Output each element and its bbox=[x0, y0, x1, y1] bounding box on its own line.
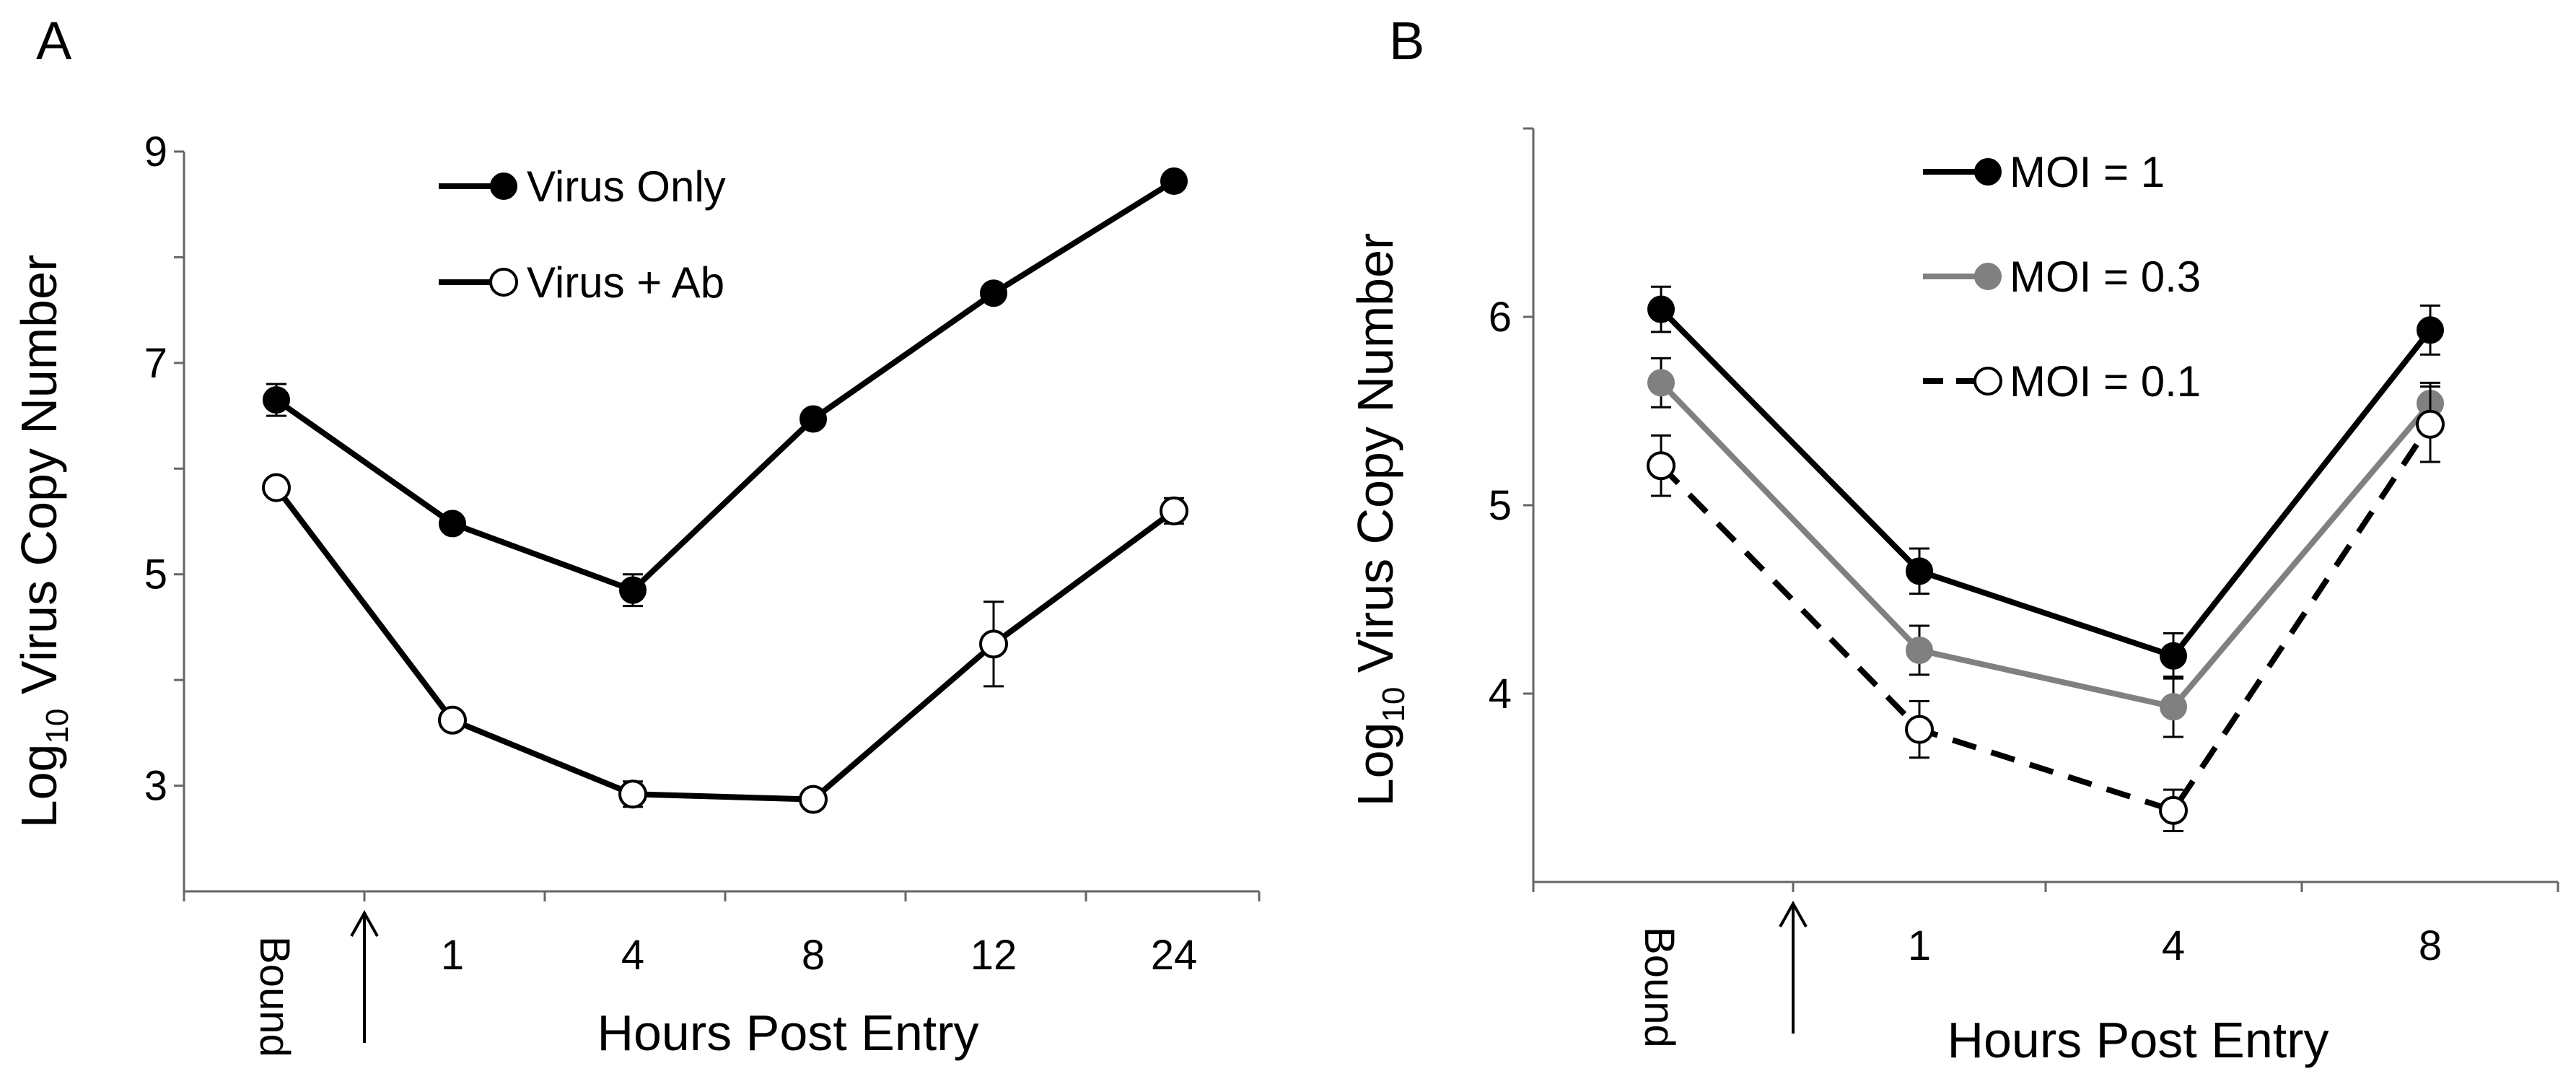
panel-b-x-axis-title: Hours Post Entry bbox=[1947, 1012, 2329, 1068]
panel-a-legend-item: Virus Only bbox=[439, 162, 726, 211]
panel-a-legend-label: Virus Only bbox=[527, 162, 726, 211]
panel-b-marks bbox=[1647, 285, 2445, 833]
panel-b-data-point bbox=[2159, 795, 2188, 825]
panel-b-legend-label: MOI = 0.1 bbox=[2010, 357, 2201, 406]
panel-b-legend-item: MOI = 0.1 bbox=[1923, 357, 2201, 406]
panel-b-data-point bbox=[1906, 636, 1933, 664]
panel-b-series-line bbox=[1659, 422, 2433, 813]
panel-b-data-point bbox=[1906, 557, 1933, 585]
panel-b-legend-marker bbox=[1974, 158, 2002, 185]
panel-a-series bbox=[262, 473, 1188, 814]
panel-b-series-line bbox=[1659, 380, 2433, 710]
panel-a-axes: 3 5 7 9 Bound 1 4 8 12 24 bbox=[144, 128, 1261, 1057]
panel-a-data-point bbox=[799, 405, 827, 433]
panel-a-x-tick-label: 4 bbox=[621, 932, 644, 979]
panel-b-letter: B bbox=[1389, 11, 1424, 71]
panel-b-legend-marker bbox=[1974, 263, 2002, 290]
panel-b-data-point bbox=[1647, 451, 1675, 481]
panel-a-data-point bbox=[438, 705, 467, 735]
panel-b-series bbox=[1647, 385, 2445, 833]
panel-a-y-tick-label: 9 bbox=[144, 128, 167, 175]
panel-b-legend-label: MOI = 0.3 bbox=[2010, 253, 2201, 301]
panel-a-x-tick-label: Bound bbox=[251, 936, 298, 1057]
panel-a-data-point bbox=[439, 510, 466, 538]
panel-a-x-axis-title: Hours Post Entry bbox=[597, 1005, 978, 1061]
panel-a-marks bbox=[262, 167, 1188, 814]
panel-a-x-tick-label: 8 bbox=[802, 932, 825, 979]
panel-a-series-line bbox=[274, 178, 1176, 593]
panel-b-y-axis-title: Log10 Virus Copy Number bbox=[1347, 233, 1411, 807]
panel-a-legend-item: Virus + Ab bbox=[439, 258, 724, 307]
panel-b-series bbox=[1647, 285, 2444, 680]
panel-a-y-axis-title: Log10 Virus Copy Number bbox=[11, 255, 75, 829]
panel-a-data-point bbox=[619, 576, 647, 604]
panel-b-data-point bbox=[2160, 642, 2187, 670]
panel-a-data-point bbox=[980, 279, 1007, 307]
panel-b-data-point bbox=[1647, 369, 1675, 397]
panel-b-y-tick-label: 5 bbox=[1489, 482, 1512, 529]
panel-b-y-tick-label: 6 bbox=[1489, 294, 1512, 341]
panel-b-legend-item: MOI = 1 bbox=[1923, 148, 2165, 196]
panel-b-y-tick-label: 4 bbox=[1489, 671, 1512, 717]
panel-a-legend-label: Virus + Ab bbox=[527, 258, 724, 307]
panel-a-legend-marker bbox=[489, 268, 518, 297]
panel-a-data-point bbox=[1160, 167, 1188, 195]
panel-b-x-tick-label: 8 bbox=[2419, 922, 2442, 969]
panel-b-data-point bbox=[1647, 295, 1675, 323]
panel-a-data-point bbox=[799, 785, 828, 814]
panel-b-data-point bbox=[1905, 715, 1934, 744]
panel-b-series-line bbox=[1659, 307, 2433, 659]
panel-b-axes: 4 5 6 Bound 1 4 8 bbox=[1489, 127, 2559, 1048]
panel-a-x-tick-label: 1 bbox=[441, 932, 464, 979]
panel-a-legend: Virus Only Virus + Ab bbox=[439, 162, 726, 307]
panel-a: A 3 5 7 9 Bound 1 4 8 12 24 Log10 Virus Copy Numb… bbox=[11, 11, 1261, 1061]
panel-a-x-tick-label: 12 bbox=[971, 932, 1017, 979]
panel-b-data-point bbox=[2416, 409, 2445, 439]
panel-a-data-point bbox=[1160, 496, 1188, 525]
panel-a-y-tick-label: 3 bbox=[144, 763, 167, 810]
panel-b-series bbox=[1647, 357, 2444, 738]
panel-b: B 4 5 6 Bound 1 4 8 Log10 Virus Copy Number Ho… bbox=[1347, 11, 2559, 1068]
panel-a-entry-arrow-head bbox=[350, 909, 379, 937]
panel-b-data-point bbox=[2160, 693, 2187, 721]
panel-a-data-point bbox=[262, 473, 291, 502]
panel-a-legend-marker bbox=[490, 172, 517, 200]
panel-a-y-tick-label: 5 bbox=[144, 551, 167, 598]
panel-a-series bbox=[263, 167, 1188, 608]
panel-b-legend-label: MOI = 1 bbox=[2010, 148, 2165, 196]
panel-b-x-tick-label: 4 bbox=[2162, 922, 2185, 969]
panel-a-data-point bbox=[618, 779, 647, 809]
panel-b-legend-item: MOI = 0.3 bbox=[1923, 253, 2201, 301]
panel-a-x-tick-label: 24 bbox=[1151, 932, 1198, 979]
panel-b-data-point bbox=[2417, 316, 2444, 344]
panel-b-legend: MOI = 1 MOI = 0.3 MOI = 0.1 bbox=[1923, 148, 2201, 406]
panel-b-x-tick-label: 1 bbox=[1908, 922, 1931, 969]
panel-a-data-point bbox=[263, 386, 290, 414]
panel-b-x-tick-label: Bound bbox=[1636, 927, 1683, 1048]
panel-a-letter: A bbox=[36, 11, 72, 71]
panel-b-legend-marker bbox=[1973, 367, 2002, 396]
panel-a-series-line bbox=[273, 486, 1176, 803]
panel-a-y-tick-label: 7 bbox=[144, 340, 167, 387]
panel-b-entry-arrow-head bbox=[1779, 900, 1808, 927]
panel-a-data-point bbox=[979, 629, 1008, 659]
